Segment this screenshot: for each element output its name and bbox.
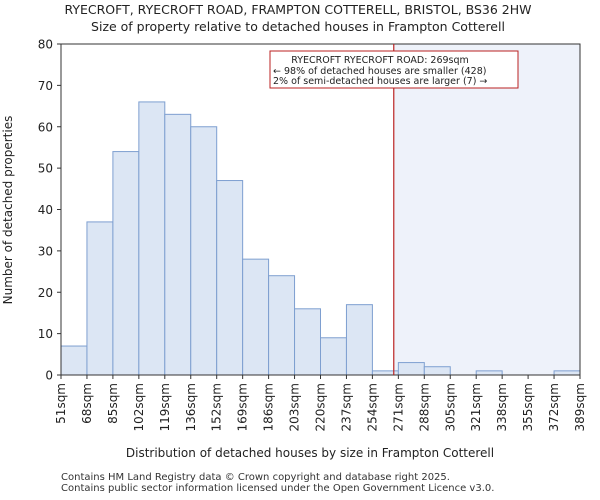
- bar-237sqm: [345, 304, 373, 376]
- x-tick-label-136sqm: 136sqm: [184, 383, 198, 431]
- x-tick-label-85sqm: 85sqm: [106, 383, 120, 424]
- bar-68sqm: [86, 221, 114, 376]
- x-tick-label-305sqm: 305sqm: [443, 383, 457, 431]
- x-axis-label: Distribution of detached houses by size …: [126, 446, 494, 460]
- bar-203sqm: [294, 308, 321, 376]
- annotation-box: [269, 50, 519, 89]
- footer-line-2: Contains public sector information licen…: [61, 483, 495, 494]
- x-tick-label-271sqm: 271sqm: [391, 383, 405, 431]
- x-tick-label-152sqm: 152sqm: [210, 383, 224, 431]
- x-tick-label-203sqm: 203sqm: [288, 383, 302, 431]
- x-tick-label-288sqm: 288sqm: [417, 383, 431, 431]
- highlight-region: [393, 44, 580, 375]
- footer-line-1: Contains HM Land Registry data © Crown c…: [61, 472, 450, 483]
- x-tick-label-169sqm: 169sqm: [236, 383, 250, 431]
- bar-254sqm: [371, 370, 399, 376]
- x-tick-label-237sqm: 237sqm: [339, 383, 353, 431]
- x-tick-label-186sqm: 186sqm: [262, 383, 276, 431]
- bar-186sqm: [268, 275, 296, 376]
- x-tick-label-338sqm: 338sqm: [495, 383, 509, 431]
- x-tick-label-102sqm: 102sqm: [132, 383, 146, 431]
- bar-119sqm: [164, 113, 192, 376]
- y-tick-label: 60: [38, 120, 53, 134]
- x-tick-label-355sqm: 355sqm: [521, 383, 535, 431]
- y-tick-label: 30: [38, 244, 53, 258]
- bar-288sqm: [423, 366, 451, 376]
- x-tick-label-389sqm: 389sqm: [573, 383, 587, 431]
- bar-51sqm: [60, 345, 88, 376]
- x-tick-label-51sqm: 51sqm: [54, 383, 68, 424]
- y-tick-label: 80: [38, 38, 53, 52]
- x-tick-label-119sqm: 119sqm: [158, 383, 172, 431]
- bar-169sqm: [242, 258, 270, 376]
- annotation-line-1: RYECROFT RYECROFT ROAD: 269sqm: [291, 55, 469, 66]
- y-tick-label: 40: [38, 203, 53, 217]
- annotation-line-2: ← 98% of detached houses are smaller (42…: [273, 66, 486, 77]
- bars-group: [60, 101, 581, 376]
- x-tick-label-68sqm: 68sqm: [80, 383, 94, 424]
- chart-subtitle: Size of property relative to detached ho…: [91, 19, 505, 34]
- bar-85sqm: [112, 151, 140, 376]
- y-axis-label: Number of detached properties: [1, 116, 15, 305]
- y-tick-label: 10: [38, 327, 53, 341]
- bar-220sqm: [320, 337, 347, 376]
- y-tick-label: 20: [38, 286, 53, 300]
- y-axis-ticks: 0 10 20 30 40 50 60 70 80: [38, 38, 61, 383]
- y-tick-label: 70: [38, 79, 53, 93]
- y-tick-label: 50: [38, 162, 53, 176]
- bar-321sqm: [475, 370, 503, 376]
- y-tick-label: 0: [45, 369, 53, 383]
- x-tick-label-372sqm: 372sqm: [547, 383, 561, 431]
- bar-136sqm: [190, 126, 218, 376]
- chart-title: RYECROFT, RYECROFT ROAD, FRAMPTON COTTER…: [64, 2, 531, 17]
- x-tick-label-321sqm: 321sqm: [469, 383, 483, 431]
- bar-102sqm: [138, 101, 166, 376]
- annotation-line-3: 2% of semi-detached houses are larger (7…: [273, 76, 487, 87]
- x-tick-label-220sqm: 220sqm: [314, 383, 328, 431]
- bar-152sqm: [216, 180, 244, 376]
- bar-271sqm: [397, 362, 425, 376]
- x-tick-label-254sqm: 254sqm: [365, 383, 379, 431]
- x-axis-ticks: 51sqm 68sqm 85sqm 102sqm 119sqm 136sqm 152sqm 1…: [54, 375, 587, 431]
- bar-372sqm: [553, 370, 581, 376]
